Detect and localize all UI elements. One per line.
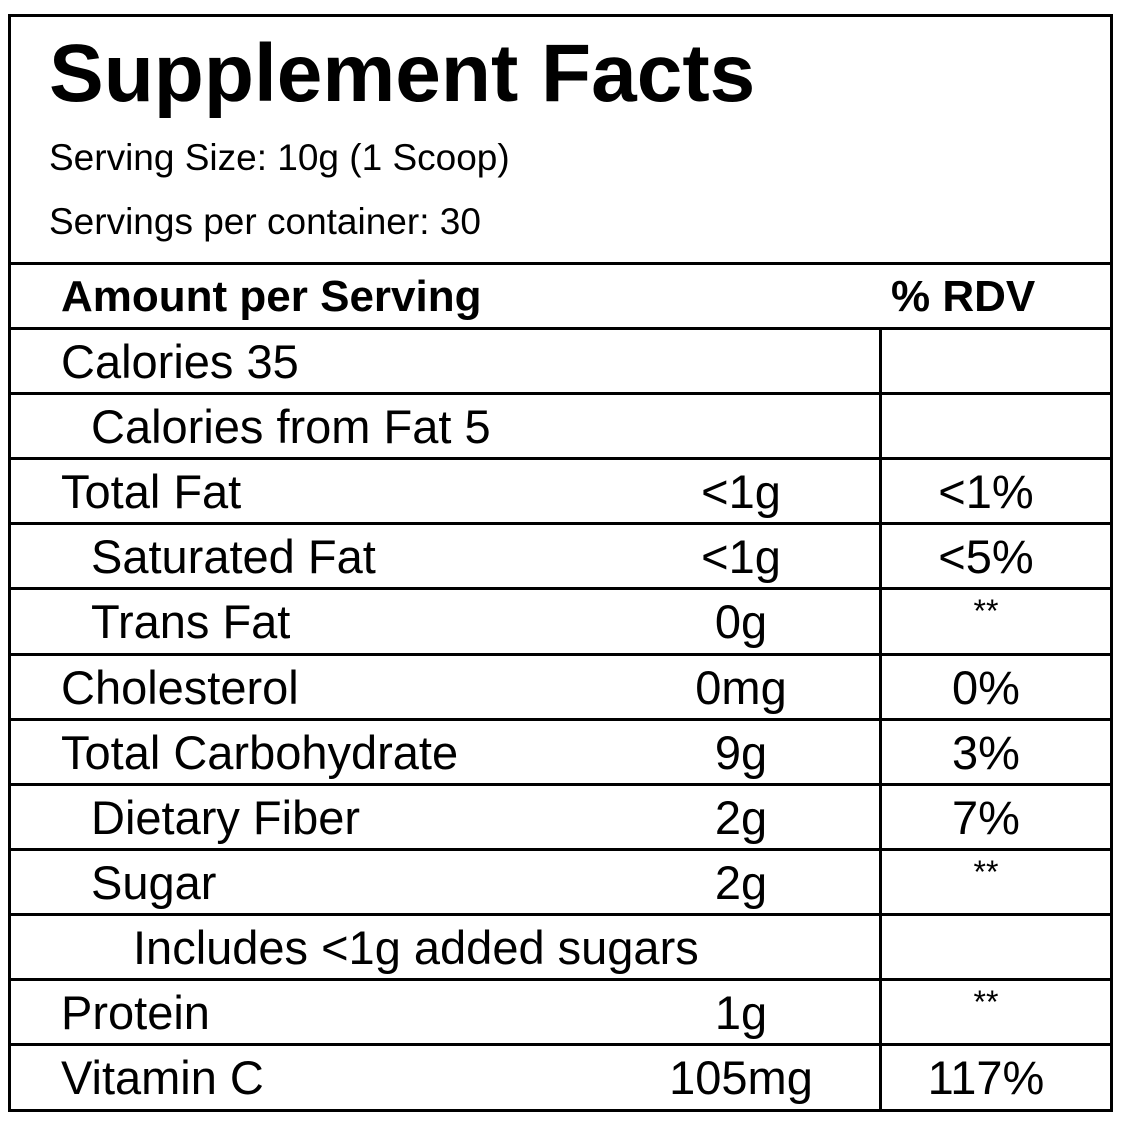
nutrient-row: Total Fat <1g <1% [11, 460, 1110, 525]
nutrient-amount: 0mg [695, 661, 787, 714]
nutrient-amount: 105mg [669, 1051, 813, 1104]
nutrient-name: Vitamin C [61, 1051, 264, 1104]
nutrient-row: Trans Fat 0g ** [11, 590, 1110, 655]
row-divider [11, 978, 1110, 981]
nutrient-rdv: <1% [938, 465, 1034, 518]
nutrient-amount: <1g [701, 465, 781, 518]
row-divider [11, 587, 1110, 590]
row-divider [11, 653, 1110, 656]
nutrient-row: Total Carbohydrate 9g 3% [11, 721, 1110, 786]
nutrient-rdv: 117% [927, 1051, 1045, 1104]
nutrient-name: Saturated Fat [91, 530, 376, 583]
nutrient-row: Sugar 2g ** [11, 851, 1110, 916]
nutrient-rdv: 7% [952, 791, 1020, 844]
row-divider [11, 783, 1110, 786]
divider [11, 262, 1110, 265]
row-divider [11, 522, 1110, 525]
nutrient-row: Vitamin C 105mg 117% [11, 1046, 1110, 1111]
nutrient-name: Protein [61, 986, 210, 1039]
serving-size: Serving Size: 10g (1 Scoop) [49, 137, 510, 178]
rdv-header: % RDV [891, 272, 1036, 321]
nutrient-name: Sugar [91, 856, 217, 909]
row-divider [11, 1043, 1110, 1046]
amount-per-serving-header: Amount per Serving [61, 272, 482, 321]
nutrient-name: Calories 35 [61, 335, 299, 388]
nutrient-amount: <1g [701, 530, 781, 583]
nutrient-name: Includes <1g added sugars [133, 921, 699, 974]
row-divider [11, 457, 1110, 460]
nutrient-amount: 1g [714, 986, 768, 1039]
servings-per-container: Servings per container: 30 [49, 201, 481, 242]
nutrient-name: Calories from Fat 5 [91, 400, 491, 453]
row-divider [11, 327, 1110, 330]
header-row: Amount per Serving % RDV [11, 265, 1110, 330]
nutrient-row: Calories 35 [11, 330, 1110, 395]
nutrient-rdv: <5% [938, 530, 1034, 583]
nutrient-row: Includes <1g added sugars [11, 916, 1110, 981]
nutrient-rdv: ** [973, 984, 999, 1020]
nutrient-name: Total Carbohydrate [61, 726, 459, 779]
nutrient-name: Trans Fat [91, 595, 291, 648]
nutrient-name: Cholesterol [61, 661, 299, 714]
nutrient-amount: 2g [714, 791, 768, 844]
nutrient-rdv: 0% [952, 661, 1020, 714]
nutrient-rdv: 3% [952, 726, 1020, 779]
nutrient-row: Dietary Fiber 2g 7% [11, 786, 1110, 851]
nutrient-rdv: ** [973, 854, 999, 890]
nutrient-amount: 0g [714, 595, 768, 648]
title: Supplement Facts [49, 28, 756, 119]
nutrient-rdv: ** [973, 593, 999, 629]
row-divider [11, 848, 1110, 851]
nutrient-name: Dietary Fiber [91, 791, 361, 844]
row-divider [11, 392, 1110, 395]
nutrient-amount: 2g [714, 856, 768, 909]
nutrient-name: Total Fat [61, 465, 242, 518]
nutrient-row: Cholesterol 0mg 0% [11, 656, 1110, 721]
supplement-facts-panel: Supplement Facts Serving Size: 10g (1 Sc… [8, 14, 1113, 1112]
nutrient-row: Saturated Fat <1g <5% [11, 525, 1110, 590]
nutrient-row: Calories from Fat 5 [11, 395, 1110, 460]
column-divider [879, 327, 882, 1109]
row-divider [11, 718, 1110, 721]
nutrient-amount: 9g [714, 726, 768, 779]
nutrient-row: Protein 1g ** [11, 981, 1110, 1046]
row-divider [11, 913, 1110, 916]
